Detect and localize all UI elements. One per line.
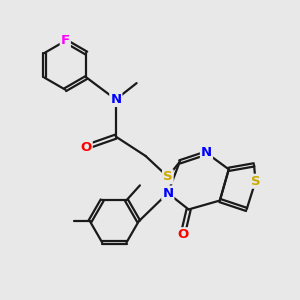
Text: N: N — [162, 187, 173, 200]
Text: N: N — [201, 146, 212, 160]
Text: O: O — [80, 140, 92, 154]
Text: S: S — [251, 175, 260, 188]
Text: S: S — [163, 170, 172, 183]
Text: N: N — [110, 93, 122, 106]
Text: O: O — [177, 228, 188, 241]
Text: F: F — [61, 34, 70, 47]
